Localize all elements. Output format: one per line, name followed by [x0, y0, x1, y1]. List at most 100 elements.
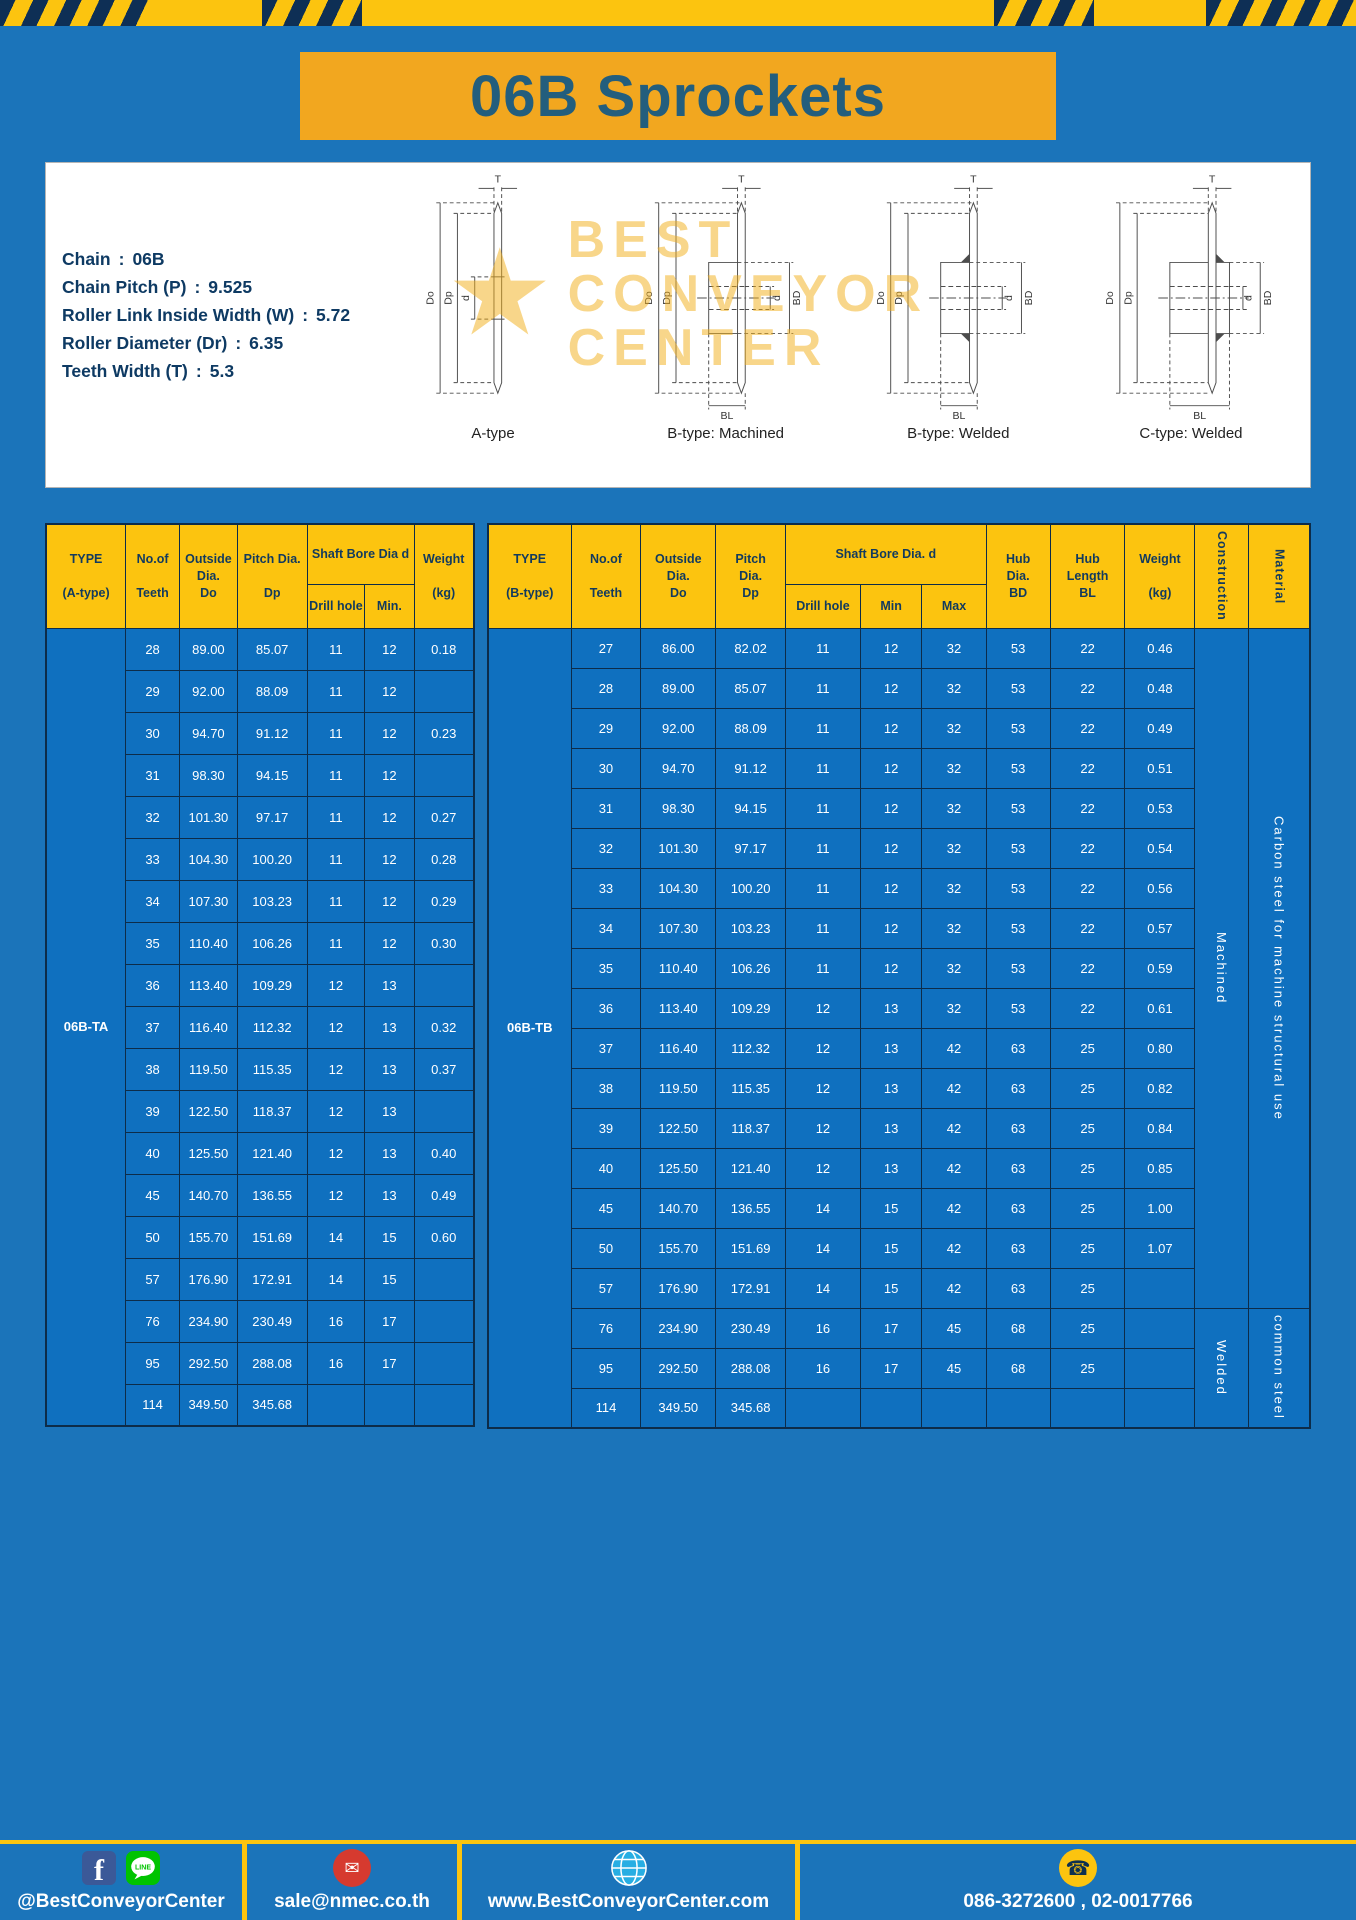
- spec-value: 06B: [132, 249, 165, 269]
- table-row: 40 125.50 121.40 12 13 42 63 25 0.85: [488, 1147, 1310, 1189]
- phone-glyph: ☎: [1065, 1856, 1091, 1880]
- table-cell: 76: [570, 1307, 642, 1349]
- table-cell: 57: [125, 1257, 181, 1301]
- table-cell: 288.08: [236, 1341, 308, 1385]
- table-cell: 16: [306, 1341, 366, 1385]
- sprocket-drawing-c-welded-icon: T Do Dp d BD BL: [1104, 174, 1274, 423]
- table-cell: 45: [570, 1187, 642, 1229]
- table-cell: 118.37: [715, 1107, 787, 1149]
- table-cell: 37: [125, 1005, 181, 1049]
- spec-line: Roller Link Inside Width (W) : 5.72: [62, 305, 350, 326]
- table-cell: 12: [785, 1027, 861, 1069]
- table-cell: 0.53: [1124, 787, 1196, 829]
- dim-label-bd: BD: [791, 290, 803, 305]
- table-cell: 109.29: [236, 963, 308, 1007]
- table-cell: 91.12: [715, 747, 787, 789]
- table-cell: 0.85: [1124, 1147, 1196, 1189]
- table-cell: 28: [570, 667, 642, 709]
- table-cell: 0.60: [413, 1215, 475, 1259]
- table-cell: 94.15: [236, 753, 308, 797]
- table-cell: 349.50: [640, 1387, 717, 1429]
- table-cell: 345.68: [236, 1383, 308, 1427]
- sprocket-drawing-b-machined-icon: T Do Dp d BD BL: [643, 174, 803, 423]
- table-cell: 107.30: [179, 879, 238, 923]
- table-cell: 16: [785, 1307, 861, 1349]
- table-cell: 292.50: [179, 1341, 238, 1385]
- table-cell: 136.55: [236, 1173, 308, 1217]
- hazard-stripe: [262, 0, 362, 26]
- table-row: 28 89.00 85.07 11 12 32 53 22 0.48: [488, 667, 1310, 709]
- dim-label-t: T: [738, 174, 745, 186]
- dim-label-t: T: [1209, 174, 1216, 186]
- col-header-type-a: TYPE (A-type): [45, 523, 127, 629]
- table-cell: 15: [859, 1227, 923, 1269]
- table-row: 37 116.40 112.32 12 13 0.32: [46, 1005, 475, 1049]
- table-row: 31 98.30 94.15 11 12: [46, 753, 475, 797]
- table-cell: 22: [1049, 867, 1126, 909]
- table-cell: 119.50: [179, 1047, 238, 1091]
- table-cell: 0.49: [1124, 707, 1196, 749]
- table-cell: 118.37: [236, 1089, 308, 1133]
- table-cell: 22: [1049, 947, 1126, 989]
- table-cell: 13: [859, 1027, 923, 1069]
- spec-separator: :: [235, 333, 242, 353]
- table-cell: 113.40: [640, 987, 717, 1029]
- table-cell: 11: [306, 753, 366, 797]
- table-cell: 29: [570, 707, 642, 749]
- table-cell: 0.32: [413, 1005, 475, 1049]
- table-cell: 53: [985, 667, 1051, 709]
- table-cell: 92.00: [179, 669, 238, 713]
- facebook-glyph: f: [94, 1853, 104, 1885]
- table-cell: 13: [859, 1107, 923, 1149]
- table-cell: 109.29: [715, 987, 787, 1029]
- table-cell: 53: [985, 827, 1051, 869]
- table-b-type: TYPE (B-type) No.of Teeth Outside Dia. D…: [487, 523, 1311, 1429]
- table-cell: [1049, 1387, 1126, 1429]
- table-cell: 12: [785, 1107, 861, 1149]
- dim-label-bl: BL: [720, 410, 733, 422]
- footer-website: www.BestConveyorCenter.com: [487, 1891, 770, 1912]
- table-cell: 119.50: [640, 1067, 717, 1109]
- table-cell: 63: [985, 1027, 1051, 1069]
- table-cell: 13: [859, 1147, 923, 1189]
- table-cell: 53: [985, 987, 1051, 1029]
- spec-separator: :: [194, 277, 201, 297]
- table-cell: 12: [859, 787, 923, 829]
- table-cell: 63: [985, 1267, 1051, 1309]
- table-cell: 15: [859, 1187, 923, 1229]
- dim-label-do: Do: [643, 291, 655, 305]
- table-cell: [413, 963, 475, 1007]
- table-cell: 104.30: [179, 837, 238, 881]
- dim-label-d: d: [460, 295, 472, 301]
- table-cell: 50: [570, 1227, 642, 1269]
- dim-label-bl: BL: [1193, 410, 1206, 422]
- table-cell: 151.69: [715, 1227, 787, 1269]
- table-cell: 0.23: [413, 711, 475, 755]
- type-a-value: 06B-TA: [45, 627, 127, 1427]
- table-cell: 50: [125, 1215, 181, 1259]
- dim-label-bl: BL: [953, 410, 966, 422]
- table-cell: 98.30: [179, 753, 238, 797]
- table-cell: 12: [859, 867, 923, 909]
- table-cell: 14: [785, 1187, 861, 1229]
- chain-specs: Chain : 06B Chain Pitch (P) : 9.525 Roll…: [62, 249, 350, 382]
- table-cell: 89.00: [640, 667, 717, 709]
- dim-label-dp: Dp: [894, 291, 906, 305]
- table-cell: [785, 1387, 861, 1429]
- table-cell: 42: [921, 1107, 987, 1149]
- table-cell: 12: [859, 627, 923, 669]
- table-cell: 0.56: [1124, 867, 1196, 909]
- table-cell: 13: [364, 963, 415, 1007]
- table-row: 45 140.70 136.55 14 15 42 63 25 1.00: [488, 1187, 1310, 1229]
- table-cell: 16: [785, 1347, 861, 1389]
- table-cell: 92.00: [640, 707, 717, 749]
- table-cell: 230.49: [236, 1299, 308, 1343]
- table-cell: 63: [985, 1067, 1051, 1109]
- table-cell: 172.91: [236, 1257, 308, 1301]
- type-b-value: 06B-TB: [487, 627, 572, 1429]
- table-cell: 17: [364, 1299, 415, 1343]
- table-cell: 68: [985, 1307, 1051, 1349]
- table-cell: 0.61: [1124, 987, 1196, 1029]
- footer-social-section: f LINE @BestConveyorCenter: [0, 1844, 247, 1920]
